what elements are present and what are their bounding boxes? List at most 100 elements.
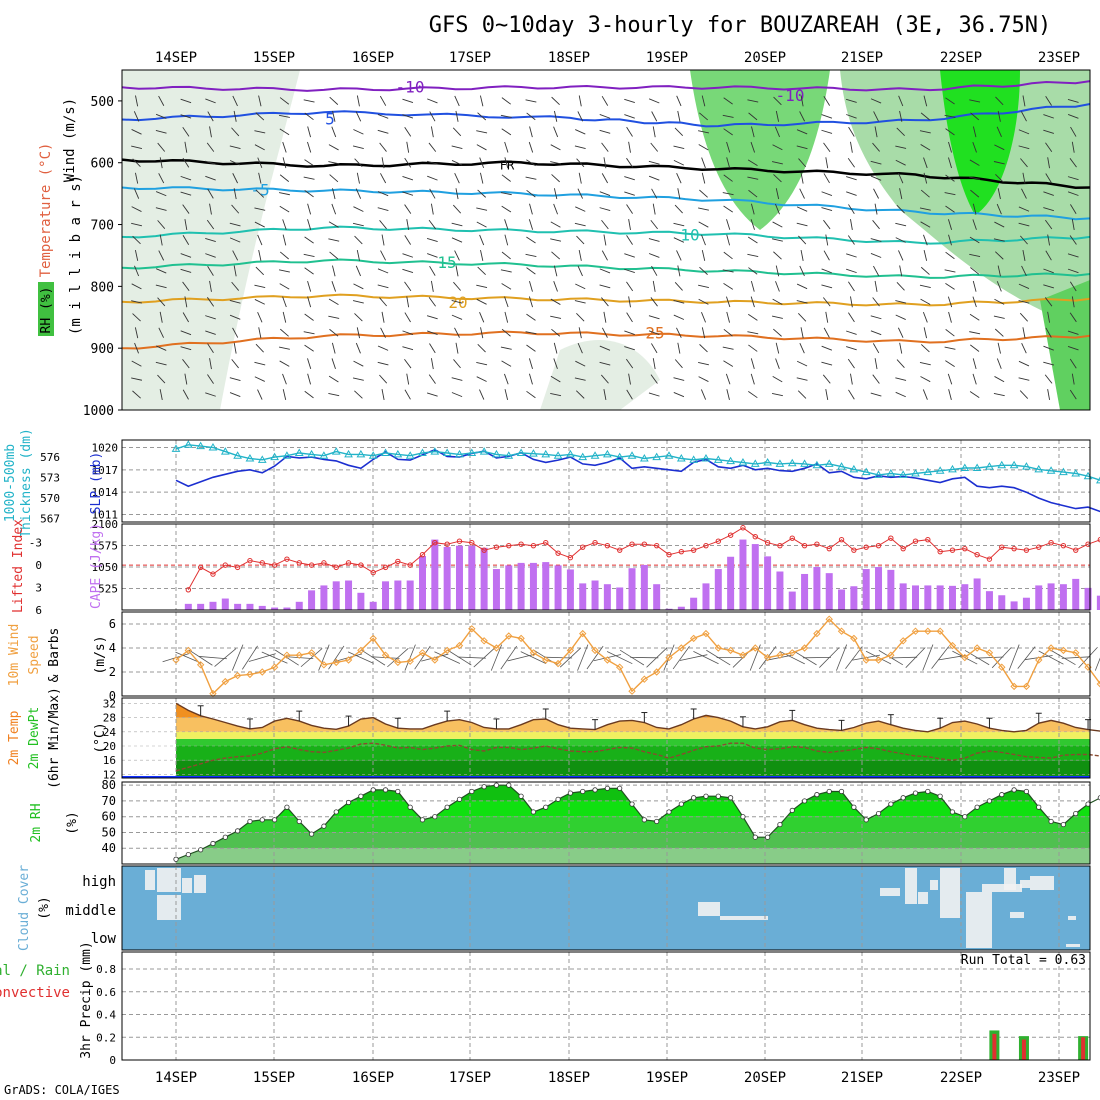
wind-barb — [158, 95, 165, 106]
wind-speed-marker — [406, 657, 414, 665]
li-marker — [1011, 545, 1017, 552]
wind-barb — [726, 234, 731, 246]
wind-barb — [722, 192, 734, 196]
wind-barb — [476, 376, 487, 382]
li-marker — [296, 560, 302, 566]
wind-barb — [798, 158, 807, 168]
cape-bar — [246, 603, 254, 610]
wind-barb — [771, 161, 783, 165]
wind-barb — [972, 358, 977, 370]
wind-barb — [723, 251, 733, 260]
wind-barb — [300, 648, 323, 668]
wind-speed-marker — [1010, 682, 1018, 691]
wind-speed-marker — [615, 663, 624, 671]
li-marker — [962, 545, 968, 552]
wind-speed-marker — [1035, 656, 1043, 664]
wind-tick-label: 4 — [109, 641, 116, 655]
cape-bar — [234, 603, 242, 610]
wind-barb — [599, 129, 611, 134]
wind-barb — [944, 346, 956, 350]
wind-barb — [1061, 656, 1090, 659]
wind-speed-marker — [899, 637, 907, 645]
li-marker — [1097, 537, 1100, 543]
wind-barb — [331, 126, 337, 138]
wind-barb — [996, 126, 1002, 138]
thickness-marker — [368, 451, 378, 459]
cape-bar — [529, 562, 537, 610]
wind-speed-marker — [591, 646, 599, 655]
wind-barb — [873, 265, 880, 276]
wind-barb — [895, 237, 906, 243]
wind-barb — [255, 112, 265, 121]
li-marker — [580, 544, 586, 550]
wind-barb — [206, 142, 215, 152]
wind-barb — [964, 650, 990, 666]
wind-barb — [1047, 311, 1051, 323]
wind-barb — [677, 110, 681, 122]
wind-barb — [750, 219, 755, 230]
wind-barb — [575, 129, 586, 135]
cape-bar — [468, 545, 476, 610]
rh-marker — [801, 798, 808, 804]
wind-barb — [624, 346, 635, 351]
wind-barb — [550, 392, 562, 397]
wind-barb — [652, 126, 656, 138]
wind-barb — [279, 360, 290, 367]
wind-barb — [698, 130, 709, 134]
wind-barb — [229, 237, 241, 243]
wind-barb — [648, 160, 660, 165]
thickness-marker — [886, 468, 896, 477]
wind-barb — [504, 219, 509, 230]
wind-barb — [674, 204, 683, 214]
wind-barb — [282, 157, 287, 169]
wind-barb — [520, 651, 547, 664]
rh-frame — [121, 781, 1091, 865]
wind-barb — [429, 111, 436, 122]
rh-marker — [370, 787, 376, 793]
wind-barb — [452, 204, 462, 214]
wind-barb — [701, 172, 706, 184]
cape-tick-label: 2100 — [92, 518, 119, 531]
wind-barb — [1022, 249, 1026, 261]
wind-speed-line — [175, 618, 1100, 695]
wind-tick-label: 2 — [109, 665, 116, 679]
wind-speed-marker — [640, 675, 649, 683]
wind-barb — [747, 313, 758, 321]
rh-marker — [789, 807, 795, 813]
wind-barb — [526, 189, 536, 198]
wind-barb — [307, 358, 312, 370]
wind-speed-marker — [998, 663, 1006, 671]
rh-marker — [900, 795, 906, 801]
wind-barb — [1051, 650, 1076, 666]
cloud-block — [966, 892, 992, 948]
thickness-marker — [196, 441, 206, 450]
wind-barb — [775, 342, 780, 354]
wind-barb — [454, 327, 460, 338]
rh-marker — [691, 795, 697, 801]
wind-barb — [821, 284, 833, 289]
thickness-tick-label: 573 — [40, 472, 60, 485]
isotherm-FR — [121, 158, 1091, 189]
wind-barb — [895, 391, 906, 398]
wind-barb — [822, 374, 831, 384]
temp-tick-label: 28 — [103, 712, 116, 725]
thickness-marker — [455, 449, 464, 458]
wind-barb — [1018, 129, 1030, 135]
top-date-label: 23SEP — [1038, 50, 1080, 66]
cloud-level-label: low — [91, 931, 117, 947]
wind-barb — [931, 646, 950, 669]
temp-frame — [121, 697, 1091, 779]
li-marker — [481, 547, 487, 553]
wind-speed-marker — [196, 661, 205, 669]
rh-marker — [518, 793, 524, 799]
wind-barb — [624, 330, 635, 335]
wind-barb — [257, 157, 263, 168]
li-marker — [506, 542, 512, 549]
wind-barb — [132, 235, 141, 245]
wind-speed-marker — [233, 671, 242, 680]
wind-barb — [796, 129, 808, 135]
wind-barb — [430, 358, 434, 370]
wind-barb — [402, 114, 414, 119]
wind-barb — [922, 389, 928, 400]
wind-barb — [477, 343, 486, 353]
